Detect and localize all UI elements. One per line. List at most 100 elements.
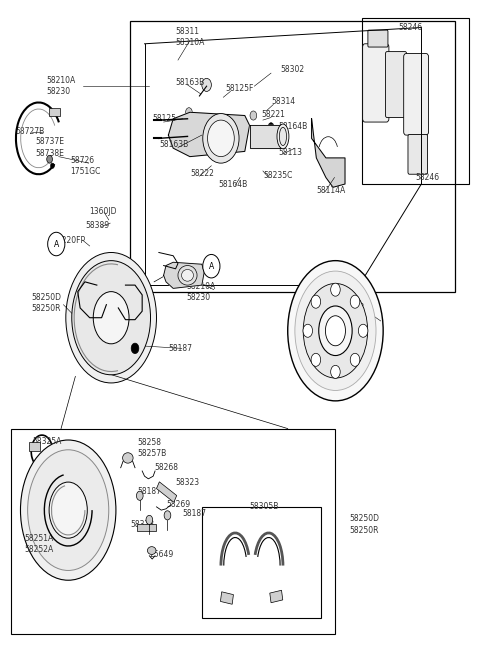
Polygon shape: [312, 119, 345, 187]
Text: 58125F: 58125F: [226, 84, 254, 93]
Bar: [11, 428, 336, 634]
Text: 58269: 58269: [166, 500, 190, 510]
Circle shape: [136, 491, 143, 500]
Text: A: A: [54, 240, 59, 248]
Circle shape: [268, 122, 274, 130]
FancyBboxPatch shape: [404, 54, 429, 135]
Ellipse shape: [303, 284, 368, 378]
Text: 58210A
58230: 58210A 58230: [47, 76, 76, 96]
Text: A: A: [209, 262, 214, 271]
Circle shape: [250, 111, 257, 120]
Circle shape: [146, 515, 153, 525]
Text: 58302: 58302: [281, 66, 305, 75]
Circle shape: [331, 365, 340, 379]
Text: 58221: 58221: [262, 111, 285, 119]
Text: 58125: 58125: [153, 114, 177, 123]
Circle shape: [331, 283, 340, 296]
Polygon shape: [164, 262, 204, 288]
Ellipse shape: [66, 252, 156, 383]
Text: 58305B: 58305B: [250, 502, 279, 512]
Text: 58187: 58187: [137, 487, 161, 496]
Ellipse shape: [178, 265, 197, 285]
Bar: [49, 107, 60, 115]
Circle shape: [186, 107, 192, 117]
Ellipse shape: [147, 547, 156, 555]
Polygon shape: [168, 112, 250, 157]
Text: 58314: 58314: [272, 98, 296, 106]
Ellipse shape: [49, 482, 87, 538]
Bar: [202, 507, 321, 618]
Text: 58737E
58738E: 58737E 58738E: [36, 138, 65, 158]
Circle shape: [48, 233, 65, 255]
Ellipse shape: [319, 306, 352, 356]
Text: 58113: 58113: [278, 148, 302, 157]
FancyBboxPatch shape: [363, 44, 389, 122]
Text: 1220FP: 1220FP: [58, 236, 86, 244]
Text: 1360JD: 1360JD: [90, 207, 117, 216]
Ellipse shape: [325, 316, 346, 346]
Text: 58258
58257B: 58258 58257B: [137, 438, 167, 458]
Circle shape: [359, 324, 368, 337]
Bar: [130, 21, 455, 291]
Circle shape: [47, 155, 52, 163]
Circle shape: [186, 130, 192, 140]
Circle shape: [164, 511, 171, 520]
Circle shape: [131, 343, 139, 354]
Text: 58250D
58250R: 58250D 58250R: [350, 514, 380, 534]
Text: 58250D
58250R: 58250D 58250R: [31, 293, 61, 313]
Text: 58163B: 58163B: [176, 78, 205, 86]
Bar: [137, 525, 156, 531]
Circle shape: [350, 353, 360, 366]
Ellipse shape: [279, 127, 287, 145]
Text: 58726
1751GC: 58726 1751GC: [71, 156, 101, 176]
Bar: [220, 592, 233, 605]
FancyBboxPatch shape: [368, 30, 388, 47]
Text: 58187: 58187: [183, 509, 207, 518]
Text: 58311
58310A: 58311 58310A: [176, 28, 205, 47]
Bar: [156, 482, 177, 502]
Text: 58323: 58323: [176, 478, 200, 487]
Ellipse shape: [122, 453, 133, 463]
Ellipse shape: [72, 261, 151, 375]
Text: 58246: 58246: [416, 173, 440, 182]
Text: 58114A: 58114A: [316, 186, 346, 195]
Bar: [29, 442, 39, 451]
Text: 58235C: 58235C: [263, 171, 292, 180]
Circle shape: [350, 295, 360, 309]
Ellipse shape: [181, 269, 193, 281]
Circle shape: [207, 120, 234, 157]
Circle shape: [203, 254, 220, 278]
Text: 58187: 58187: [168, 344, 192, 353]
Circle shape: [202, 79, 211, 92]
FancyBboxPatch shape: [385, 52, 407, 117]
Circle shape: [203, 113, 239, 163]
Text: 58268: 58268: [154, 462, 178, 472]
Circle shape: [50, 163, 54, 168]
Text: 58164B: 58164B: [278, 122, 307, 131]
Circle shape: [311, 295, 321, 309]
Ellipse shape: [93, 291, 129, 344]
Text: 58727B: 58727B: [16, 127, 45, 136]
Text: 58163B: 58163B: [159, 140, 188, 149]
Text: 58164B: 58164B: [218, 179, 248, 189]
Text: 58323: 58323: [130, 520, 155, 529]
Ellipse shape: [28, 450, 109, 571]
Circle shape: [303, 324, 312, 337]
Text: 58222: 58222: [190, 169, 214, 178]
FancyBboxPatch shape: [408, 134, 428, 174]
Text: 58389: 58389: [85, 221, 109, 231]
Text: 58411B: 58411B: [336, 303, 365, 312]
Ellipse shape: [21, 440, 116, 580]
Polygon shape: [250, 125, 283, 148]
Bar: [362, 18, 469, 184]
Text: 58325A: 58325A: [33, 437, 62, 446]
Circle shape: [311, 353, 321, 366]
Ellipse shape: [288, 261, 383, 401]
Ellipse shape: [295, 271, 376, 390]
Ellipse shape: [277, 124, 289, 149]
Text: 25649: 25649: [149, 550, 174, 559]
Text: 58246: 58246: [398, 23, 422, 32]
Bar: [270, 590, 283, 603]
Text: 58251A
58252A: 58251A 58252A: [24, 534, 54, 554]
Text: 58210A
58230: 58210A 58230: [187, 282, 216, 302]
